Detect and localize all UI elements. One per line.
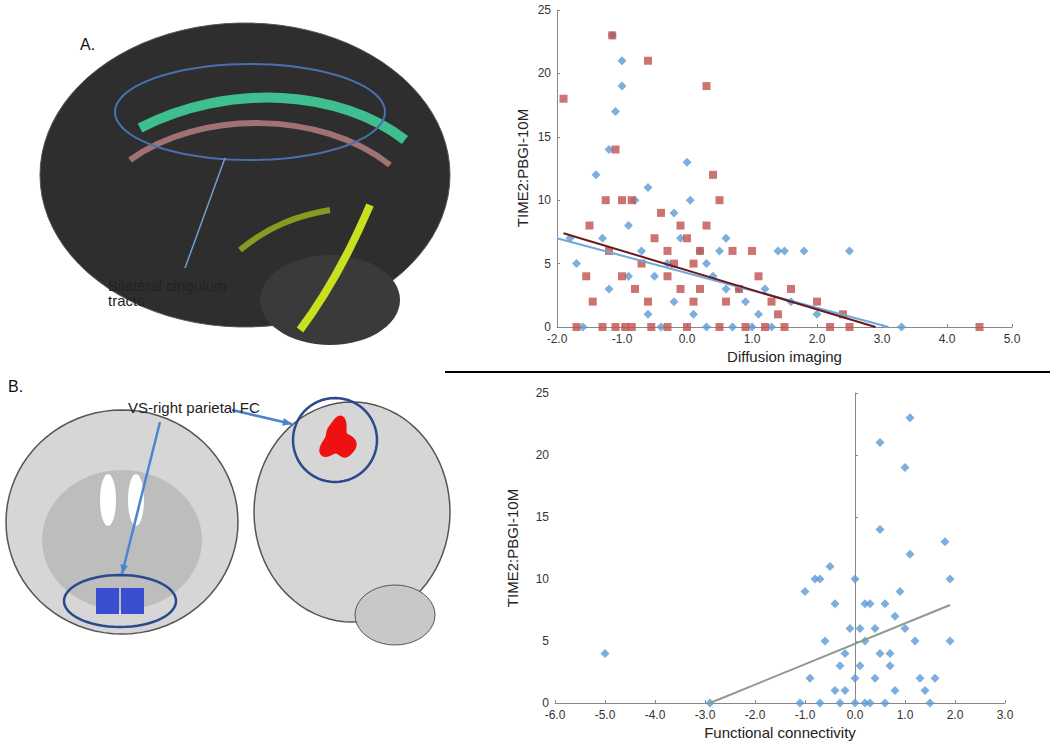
- svg-text:-6.0: -6.0: [545, 708, 566, 722]
- svg-text:20: 20: [538, 66, 552, 80]
- svg-text:25: 25: [538, 3, 552, 17]
- svg-text:-5.0: -5.0: [595, 708, 616, 722]
- svg-text:2.0: 2.0: [947, 708, 964, 722]
- svg-text:-4.0: -4.0: [645, 708, 666, 722]
- svg-text:0: 0: [544, 320, 551, 334]
- svg-text:TIME2:PBGI-10M: TIME2:PBGI-10M: [504, 489, 521, 607]
- svg-text:3.0: 3.0: [997, 708, 1014, 722]
- svg-text:Functional connectivity: Functional connectivity: [704, 724, 856, 741]
- svg-text:0: 0: [542, 696, 549, 710]
- svg-text:-2.0: -2.0: [745, 708, 766, 722]
- svg-text:25: 25: [536, 386, 550, 400]
- svg-text:0.0: 0.0: [847, 708, 864, 722]
- svg-text:1.0: 1.0: [744, 332, 761, 346]
- svg-text:tracts: tracts: [108, 292, 145, 309]
- svg-text:A.: A.: [80, 36, 95, 53]
- svg-text:10: 10: [536, 572, 550, 586]
- svg-text:B.: B.: [8, 378, 23, 395]
- svg-text:VS-right parietal FC: VS-right parietal FC: [128, 399, 260, 416]
- svg-text:-1.0: -1.0: [795, 708, 816, 722]
- svg-text:1.0: 1.0: [897, 708, 914, 722]
- svg-text:4.0: 4.0: [939, 332, 956, 346]
- svg-text:-1.0: -1.0: [612, 332, 633, 346]
- svg-text:5: 5: [542, 634, 549, 648]
- svg-text:10: 10: [538, 193, 552, 207]
- svg-text:15: 15: [536, 510, 550, 524]
- svg-text:0.0: 0.0: [679, 332, 696, 346]
- svg-text:3.0: 3.0: [874, 332, 891, 346]
- svg-text:Bilateral cingulum: Bilateral cingulum: [108, 277, 231, 294]
- svg-text:15: 15: [538, 130, 552, 144]
- svg-text:20: 20: [536, 448, 550, 462]
- svg-text:2.0: 2.0: [809, 332, 826, 346]
- svg-text:-3.0: -3.0: [695, 708, 716, 722]
- svg-text:TIME2:PBGI-10M: TIME2:PBGI-10M: [514, 109, 531, 227]
- svg-text:Diffusion imaging: Diffusion imaging: [727, 348, 842, 365]
- svg-text:5.0: 5.0: [1004, 332, 1021, 346]
- svg-text:-2.0: -2.0: [547, 332, 568, 346]
- svg-text:5: 5: [544, 257, 551, 271]
